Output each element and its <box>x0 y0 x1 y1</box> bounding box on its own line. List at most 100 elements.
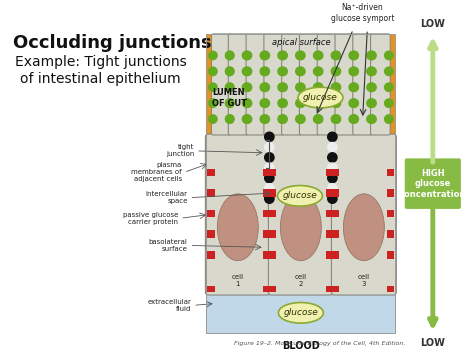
FancyBboxPatch shape <box>228 34 248 135</box>
Circle shape <box>279 67 287 76</box>
Circle shape <box>331 99 340 107</box>
Text: passive glucose
carrier protein: passive glucose carrier protein <box>123 212 178 225</box>
Circle shape <box>332 115 341 123</box>
Text: cell
2: cell 2 <box>295 274 307 286</box>
Circle shape <box>313 51 322 60</box>
Text: glucose: glucose <box>283 308 318 317</box>
Bar <box>326 286 339 292</box>
Circle shape <box>209 99 217 107</box>
Circle shape <box>367 115 375 123</box>
Circle shape <box>278 83 286 92</box>
Circle shape <box>384 67 393 76</box>
Circle shape <box>279 115 287 123</box>
Circle shape <box>226 51 234 60</box>
Ellipse shape <box>277 186 322 206</box>
Text: glucose: glucose <box>303 93 338 102</box>
Circle shape <box>331 67 340 76</box>
Circle shape <box>297 51 305 60</box>
Circle shape <box>242 67 251 76</box>
Circle shape <box>297 99 305 107</box>
Circle shape <box>331 83 340 92</box>
Text: Occluding junctions: Occluding junctions <box>13 34 212 52</box>
Bar <box>207 210 215 217</box>
FancyBboxPatch shape <box>371 34 390 135</box>
FancyBboxPatch shape <box>264 34 283 135</box>
Ellipse shape <box>343 194 384 261</box>
Bar <box>387 286 394 292</box>
Circle shape <box>243 67 252 76</box>
Circle shape <box>368 51 376 60</box>
Text: basolateral
surface: basolateral surface <box>149 239 188 252</box>
Circle shape <box>264 194 274 203</box>
FancyBboxPatch shape <box>268 134 333 295</box>
Circle shape <box>313 115 322 123</box>
Circle shape <box>349 99 357 107</box>
Circle shape <box>328 163 337 173</box>
Circle shape <box>384 99 393 107</box>
Bar <box>207 230 215 238</box>
Circle shape <box>264 132 274 142</box>
Circle shape <box>264 153 274 162</box>
Circle shape <box>314 67 323 76</box>
Circle shape <box>368 99 376 107</box>
FancyBboxPatch shape <box>246 34 266 135</box>
Circle shape <box>332 99 341 107</box>
Circle shape <box>260 115 269 123</box>
Circle shape <box>296 115 304 123</box>
Circle shape <box>367 99 375 107</box>
Bar <box>263 230 276 238</box>
Circle shape <box>209 67 217 76</box>
Circle shape <box>243 99 252 107</box>
FancyBboxPatch shape <box>405 158 461 209</box>
Circle shape <box>279 99 287 107</box>
Circle shape <box>243 51 252 60</box>
Bar <box>206 34 395 135</box>
Circle shape <box>296 83 304 92</box>
Circle shape <box>242 115 251 123</box>
Circle shape <box>328 194 337 203</box>
Circle shape <box>242 51 251 60</box>
Circle shape <box>260 67 269 76</box>
Circle shape <box>260 83 269 92</box>
Bar <box>326 210 339 217</box>
Bar <box>326 169 339 176</box>
Circle shape <box>226 115 234 123</box>
Bar <box>207 251 215 258</box>
Circle shape <box>367 83 375 92</box>
Text: Example: Tight junctions
of intestinal epithelium: Example: Tight junctions of intestinal e… <box>15 55 186 86</box>
Text: plasma
membranes of
adjacent cells: plasma membranes of adjacent cells <box>131 163 182 182</box>
Circle shape <box>350 99 358 107</box>
Circle shape <box>350 51 358 60</box>
Circle shape <box>243 83 252 92</box>
Circle shape <box>384 83 393 92</box>
Circle shape <box>328 142 337 152</box>
Text: LOW: LOW <box>420 19 445 29</box>
Circle shape <box>226 99 234 107</box>
Text: cell
1: cell 1 <box>232 274 244 286</box>
FancyBboxPatch shape <box>335 34 355 135</box>
FancyBboxPatch shape <box>205 134 270 295</box>
Circle shape <box>261 115 270 123</box>
Circle shape <box>349 115 357 123</box>
Circle shape <box>296 67 304 76</box>
Bar <box>387 169 394 176</box>
Ellipse shape <box>218 194 258 261</box>
Circle shape <box>328 153 337 162</box>
Text: intercellular
space: intercellular space <box>146 191 188 204</box>
FancyBboxPatch shape <box>300 34 319 135</box>
Circle shape <box>349 67 357 76</box>
Circle shape <box>279 83 287 92</box>
Circle shape <box>242 83 251 92</box>
Circle shape <box>331 115 340 123</box>
Circle shape <box>296 51 304 60</box>
Circle shape <box>209 83 217 92</box>
Circle shape <box>264 142 274 152</box>
Bar <box>263 251 276 258</box>
Circle shape <box>261 67 270 76</box>
FancyBboxPatch shape <box>211 34 231 135</box>
FancyBboxPatch shape <box>282 34 301 135</box>
Circle shape <box>264 173 274 183</box>
Text: LUMEN
OF GUT: LUMEN OF GUT <box>212 88 247 108</box>
Circle shape <box>226 51 234 60</box>
Circle shape <box>297 83 305 92</box>
